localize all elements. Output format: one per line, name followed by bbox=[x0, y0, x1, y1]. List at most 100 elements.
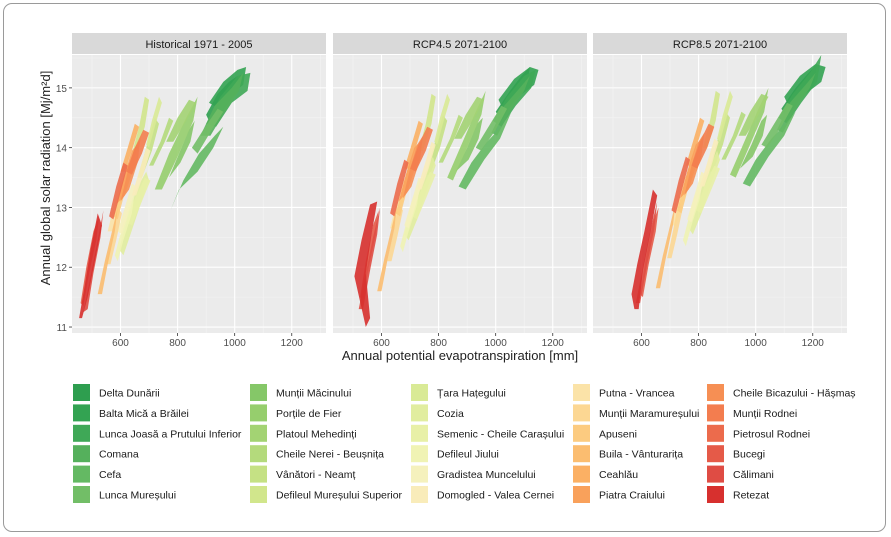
x-tick-label: 800 bbox=[690, 338, 707, 349]
legend-label: Defileul Mureșului Superior bbox=[276, 490, 403, 502]
region-area-ceahlău bbox=[685, 117, 705, 166]
legend-item: Cefa bbox=[73, 465, 121, 483]
region-area-munții-rodnei bbox=[691, 123, 715, 169]
legend-swatch bbox=[411, 486, 428, 503]
legend-label: Vânători - Neamț bbox=[276, 469, 355, 481]
legend-swatch bbox=[707, 404, 724, 422]
region-area-semenic-cheile-carașului bbox=[411, 171, 436, 220]
legend-item: Retezat bbox=[707, 486, 769, 503]
region-area-pietrosul-rodnei bbox=[671, 156, 690, 214]
legend-label: Munții Rodnei bbox=[733, 408, 797, 420]
x-tick-label: 600 bbox=[112, 338, 129, 349]
region-area-gradistea-muncelului bbox=[404, 177, 423, 229]
legend-swatch bbox=[250, 445, 267, 463]
region-area-munții-maramureșului bbox=[387, 204, 403, 262]
legend-swatch bbox=[707, 486, 724, 503]
region-area-buila-vânturarița bbox=[377, 204, 398, 292]
legend-swatch bbox=[707, 445, 724, 463]
region-area-platoul-mehedinți bbox=[738, 93, 769, 136]
legend-item: Ceahlău bbox=[573, 465, 638, 483]
y-tick-label: 15 bbox=[56, 84, 68, 95]
facet-panel-2: RCP4.5 2071-2100 600 800 1000 1200 bbox=[333, 33, 587, 349]
legend-swatch bbox=[411, 445, 428, 463]
x-tick-label: 1000 bbox=[485, 338, 508, 349]
facet-panel-3: RCP8.5 2071-2100 600 800 1000 1200 bbox=[593, 33, 847, 349]
legend-item: Putna - Vrancea bbox=[573, 384, 675, 401]
legend-item: Domogled - Valea Cernei bbox=[411, 486, 554, 503]
region-area-cheile-nerei-beușnița bbox=[438, 114, 463, 163]
legend-label: Domogled - Valea Cernei bbox=[437, 490, 554, 502]
x-axis-label: Annual potential evapotranspiration [mm] bbox=[342, 348, 578, 363]
legend-swatch bbox=[573, 424, 590, 442]
legend-item: Defileul Jiului bbox=[411, 445, 499, 463]
x-tick-label: 600 bbox=[373, 338, 390, 349]
y-tick-label: 14 bbox=[56, 144, 68, 155]
region-area-munții-măcinului bbox=[740, 114, 768, 169]
legend-swatch bbox=[573, 445, 590, 463]
region-area-semenic-cheile-carașului bbox=[695, 165, 720, 214]
legend-item: Cozia bbox=[411, 404, 464, 422]
facet-panel-1: Historical 1971 - 2005 600 800 1000 1200 bbox=[72, 33, 326, 349]
legend-swatch bbox=[411, 465, 428, 483]
legend-swatch bbox=[250, 384, 267, 401]
legend-label: Retezat bbox=[733, 490, 769, 502]
region-area-munții-măcinului bbox=[169, 120, 195, 178]
legend-item: Balta Mică a Brăilei bbox=[73, 404, 189, 422]
region-area-platoul-mehedinți bbox=[454, 96, 485, 139]
legend-item: Apuseni bbox=[573, 424, 637, 442]
x-tick-label: 1200 bbox=[542, 338, 565, 349]
legend: Delta Dunării Balta Mică a Brăilei Lunca J… bbox=[73, 384, 856, 503]
region-area-domogled-valea-cernei bbox=[417, 141, 436, 190]
legend-label: Cefa bbox=[99, 469, 121, 481]
facet-title: Historical 1971 - 2005 bbox=[145, 39, 252, 51]
legend-swatch bbox=[573, 384, 590, 401]
region-area-munții-rodnei bbox=[410, 126, 433, 172]
legend-label: Cheile Bicazului - Hășmaș bbox=[733, 388, 856, 400]
legend-label: Ceahlău bbox=[599, 469, 638, 481]
region-area-țara-hațegului bbox=[146, 96, 162, 148]
legend-label: Buila - Vânturarița bbox=[599, 449, 683, 461]
legend-swatch bbox=[73, 486, 90, 503]
legend-swatch bbox=[707, 465, 724, 483]
legend-item: Bucegi bbox=[707, 445, 765, 463]
legend-swatch bbox=[411, 384, 428, 401]
legend-item: Munții Maramureșului bbox=[573, 404, 699, 422]
legend-item: Pietrosul Rodnei bbox=[707, 424, 810, 442]
legend-item: Delta Dunării bbox=[73, 384, 160, 401]
region-area-țara-hațegului bbox=[434, 93, 450, 145]
region-area-lunca-mureșului bbox=[761, 102, 793, 148]
legend-item: Vânători - Neamț bbox=[250, 465, 355, 483]
legend-label: Platoul Mehedinți bbox=[276, 428, 357, 440]
region-area-porțile-de-fier bbox=[154, 96, 198, 190]
region-area-cefa bbox=[742, 111, 796, 187]
x-tick-label: 800 bbox=[169, 338, 186, 349]
region-area-ceahlău bbox=[404, 120, 423, 169]
region-area-defileul-jiului bbox=[114, 192, 135, 262]
legend-swatch bbox=[573, 404, 590, 422]
y-tick-label: 11 bbox=[57, 323, 68, 334]
legend-label: Gradistea Muncelului bbox=[437, 469, 536, 481]
region-area-buila-vânturarița bbox=[655, 201, 676, 289]
legend-swatch bbox=[250, 486, 267, 503]
region-area-pietrosul-rodnei bbox=[109, 162, 128, 220]
region-area-gradistea-muncelului bbox=[117, 183, 137, 235]
region-area-cefa bbox=[458, 111, 512, 190]
legend-swatch bbox=[573, 465, 590, 483]
legend-item: Semenic - Cheile Carașului bbox=[411, 424, 564, 442]
legend-item: Țara Hațegului bbox=[411, 384, 506, 401]
legend-label: Defileul Jiului bbox=[437, 449, 499, 461]
region-area-lunca-mureșului bbox=[191, 108, 224, 154]
region-area-cheile-nerei-beușnița bbox=[721, 111, 746, 160]
plot-background bbox=[333, 55, 587, 333]
legend-swatch bbox=[73, 404, 90, 422]
legend-swatch bbox=[411, 424, 428, 442]
region-area-munții-maramureșului bbox=[667, 201, 683, 259]
legend-label: Porțile de Fier bbox=[276, 408, 342, 420]
legend-swatch bbox=[411, 404, 428, 422]
legend-label: Lunca Joasă a Prutului Inferior bbox=[99, 428, 242, 440]
legend-label: Călimani bbox=[733, 469, 774, 481]
region-area-platoul-mehedinți bbox=[166, 99, 197, 142]
legend-label: Cheile Nerei - Beușnița bbox=[276, 449, 384, 461]
